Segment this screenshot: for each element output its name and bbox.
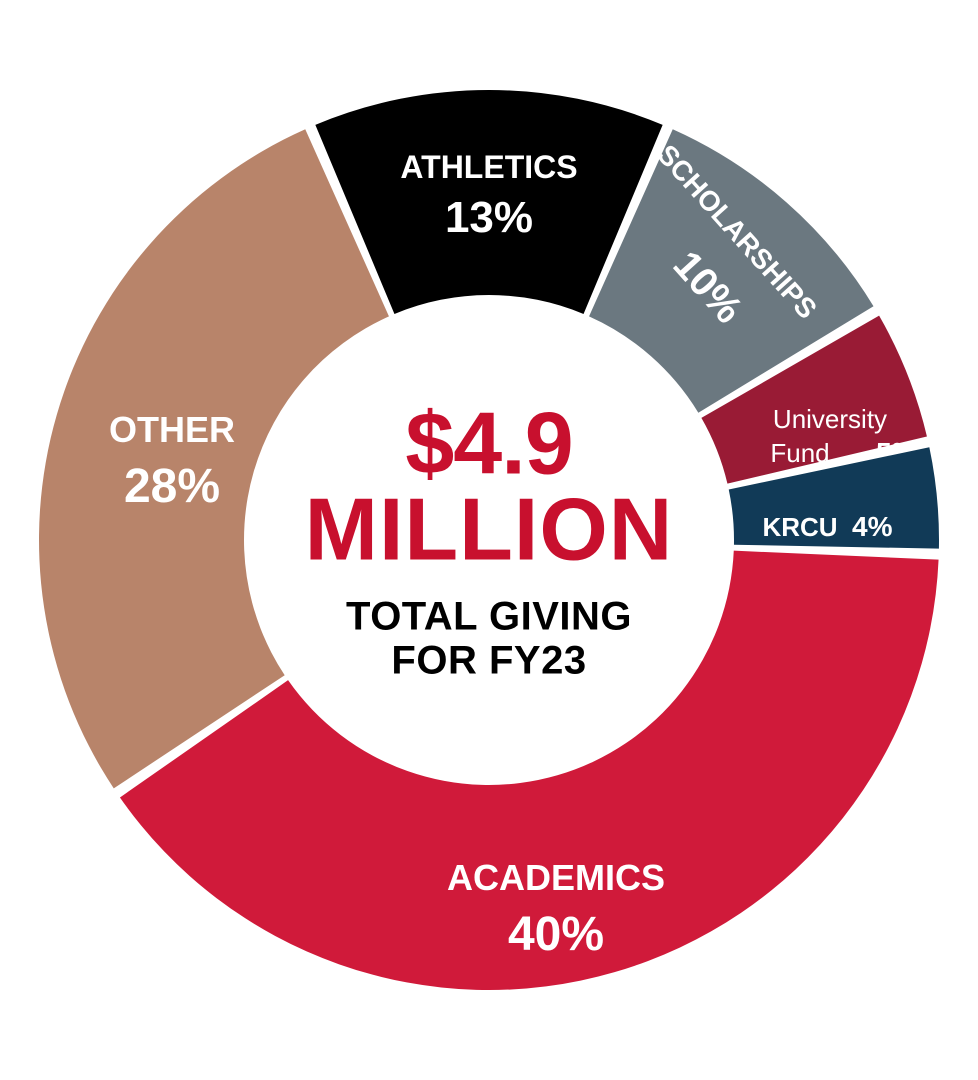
slice-label-univfund: University bbox=[773, 404, 887, 434]
slice-label-academics: ACADEMICS bbox=[447, 857, 665, 898]
center-subtitle-line2: FOR FY23 bbox=[391, 638, 586, 682]
slice-label-athletics: 13% bbox=[445, 193, 533, 242]
slice-label-other: 28% bbox=[124, 460, 220, 513]
center-amount: $4.9 bbox=[279, 398, 699, 490]
slice-label-krcu: 4% bbox=[852, 511, 893, 542]
slice-label-univfund: Fund bbox=[770, 438, 829, 468]
center-subtitle-line1: TOTAL GIVING bbox=[346, 594, 632, 638]
center-amount-unit: MILLION bbox=[279, 484, 699, 576]
donut-center-text: $4.9 MILLION TOTAL GIVING FOR FY23 bbox=[279, 398, 699, 683]
slice-label-other: OTHER bbox=[109, 409, 235, 450]
slice-label-krcu: KRCU bbox=[762, 512, 837, 542]
center-subtitle: TOTAL GIVING FOR FY23 bbox=[279, 594, 699, 682]
donut-chart-container: ATHLETICS13%SCHOLARSHIPS10%UniversityFun… bbox=[0, 0, 978, 1080]
slice-label-athletics: ATHLETICS bbox=[400, 149, 577, 185]
slice-label-academics: 40% bbox=[508, 908, 604, 961]
